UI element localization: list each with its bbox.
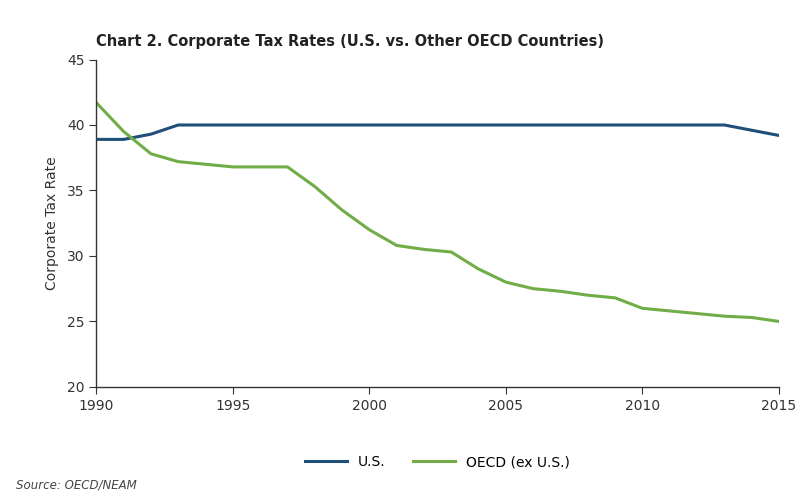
OECD (ex U.S.): [610, 295, 619, 301]
U.S.: [446, 122, 456, 128]
OECD (ex U.S.): [146, 151, 156, 157]
U.S.: [500, 122, 510, 128]
OECD (ex U.S.): [310, 184, 319, 189]
U.S.: [419, 122, 428, 128]
OECD (ex U.S.): [746, 314, 755, 320]
U.S.: [719, 122, 728, 128]
U.S.: [528, 122, 537, 128]
OECD (ex U.S.): [337, 207, 346, 213]
U.S.: [637, 122, 646, 128]
OECD (ex U.S.): [391, 243, 401, 248]
U.S.: [91, 136, 101, 142]
OECD (ex U.S.): [200, 161, 210, 167]
OECD (ex U.S.): [637, 306, 646, 311]
U.S.: [555, 122, 565, 128]
Legend: U.S., OECD (ex U.S.): U.S., OECD (ex U.S.): [299, 449, 575, 475]
OECD (ex U.S.): [173, 159, 183, 165]
U.S.: [146, 131, 156, 137]
U.S.: [200, 122, 210, 128]
OECD (ex U.S.): [282, 164, 292, 170]
OECD (ex U.S.): [255, 164, 265, 170]
OECD (ex U.S.): [528, 286, 537, 292]
OECD (ex U.S.): [555, 288, 565, 294]
U.S.: [255, 122, 265, 128]
U.S.: [473, 122, 483, 128]
OECD (ex U.S.): [664, 308, 674, 314]
U.S.: [610, 122, 619, 128]
Y-axis label: Corporate Tax Rate: Corporate Tax Rate: [45, 156, 59, 290]
OECD (ex U.S.): [228, 164, 237, 170]
U.S.: [310, 122, 319, 128]
Text: Chart 2. Corporate Tax Rates (U.S. vs. Other OECD Countries): Chart 2. Corporate Tax Rates (U.S. vs. O…: [96, 34, 604, 49]
OECD (ex U.S.): [91, 100, 101, 106]
OECD (ex U.S.): [773, 318, 783, 324]
OECD (ex U.S.): [473, 266, 483, 272]
OECD (ex U.S.): [500, 279, 510, 285]
OECD (ex U.S.): [119, 128, 128, 134]
U.S.: [746, 127, 755, 133]
U.S.: [337, 122, 346, 128]
OECD (ex U.S.): [719, 313, 728, 319]
OECD (ex U.S.): [691, 310, 701, 316]
OECD (ex U.S.): [582, 292, 592, 298]
OECD (ex U.S.): [419, 247, 428, 252]
U.S.: [364, 122, 374, 128]
U.S.: [664, 122, 674, 128]
U.S.: [228, 122, 237, 128]
OECD (ex U.S.): [364, 227, 374, 233]
U.S.: [282, 122, 292, 128]
U.S.: [582, 122, 592, 128]
U.S.: [691, 122, 701, 128]
U.S.: [773, 132, 783, 138]
Line: OECD (ex U.S.): OECD (ex U.S.): [96, 103, 778, 321]
Line: U.S.: U.S.: [96, 125, 778, 139]
U.S.: [119, 136, 128, 142]
Text: Source: OECD/NEAM: Source: OECD/NEAM: [16, 478, 136, 491]
U.S.: [391, 122, 401, 128]
U.S.: [173, 122, 183, 128]
OECD (ex U.S.): [446, 249, 456, 255]
